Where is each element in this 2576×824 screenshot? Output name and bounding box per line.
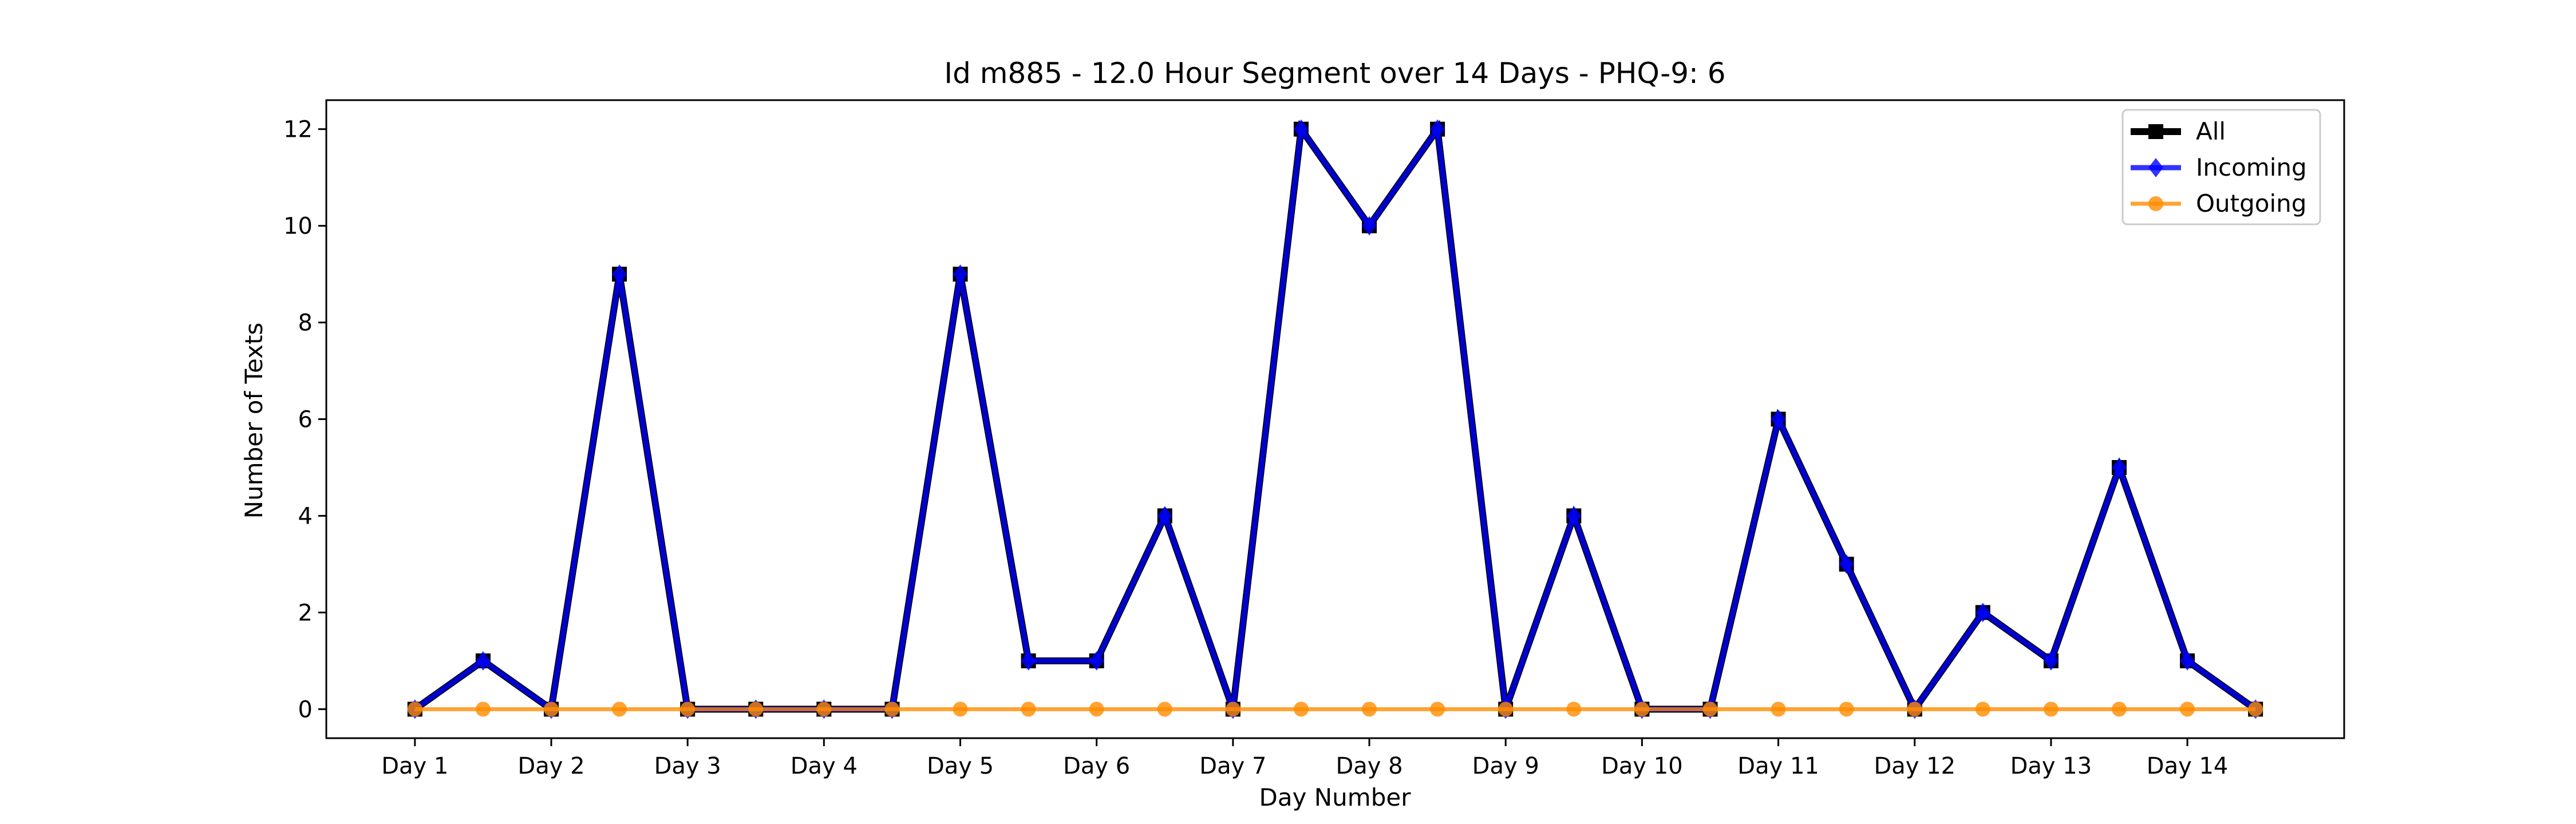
data-point [1089, 651, 1104, 671]
series-line [413, 120, 2258, 716]
data-point [475, 702, 491, 717]
legend-item: All [2131, 117, 2226, 145]
data-point [748, 702, 764, 717]
data-point [612, 264, 627, 284]
data-point [2180, 651, 2195, 671]
data-point [816, 702, 832, 717]
data-point [2112, 702, 2127, 717]
data-point [1362, 216, 1377, 236]
data-point [1566, 702, 1582, 717]
x-tick-label: Day 9 [1472, 753, 1539, 779]
legend-item: Outgoing [2131, 189, 2306, 217]
data-point [884, 702, 900, 717]
legend-box [2121, 109, 2321, 225]
data-point [2043, 651, 2059, 671]
y-tick-label: 8 [298, 310, 313, 336]
data-point [1839, 702, 1854, 717]
x-tick-label: Day 1 [381, 753, 448, 779]
data-point [1771, 409, 1786, 429]
data-point [680, 702, 696, 717]
data-point [1907, 702, 1922, 717]
y-tick-label: 0 [298, 696, 313, 723]
legend-label: All [2196, 117, 2226, 145]
data-point [1430, 119, 1445, 139]
x-axis-label: Day Number [1259, 783, 1411, 811]
data-point [1498, 702, 1514, 717]
data-point [2248, 702, 2263, 717]
x-tick-label: Day 11 [1737, 753, 1819, 779]
data-point [1634, 702, 1650, 717]
data-point [1975, 702, 1990, 717]
data-point [475, 651, 491, 671]
x-tick-label: Day 7 [1199, 753, 1266, 779]
data-point [1362, 702, 1377, 717]
data-point [2180, 702, 2195, 717]
legend: All Incoming Outgoing [2121, 109, 2321, 225]
y-axis-label: Number of Texts [240, 323, 268, 519]
data-point [1293, 119, 1309, 139]
x-tick-label: Day 14 [2147, 753, 2229, 779]
data-point [543, 702, 559, 717]
series-lines [407, 119, 2263, 719]
data-point [1566, 506, 1582, 526]
y-tick-label: 12 [283, 117, 313, 143]
data-point [1975, 603, 1990, 623]
data-point [612, 702, 627, 717]
x-tick-label: Day 3 [654, 753, 721, 779]
data-point [1702, 702, 1718, 717]
x-tick-label: Day 8 [1336, 753, 1402, 779]
data-point [1430, 702, 1445, 717]
data-point [1225, 702, 1240, 717]
data-point [1293, 702, 1309, 717]
legend-item: Incoming [2131, 153, 2307, 181]
data-point [1157, 506, 1172, 526]
data-point [1089, 702, 1104, 717]
x-tick-label: Day 5 [927, 753, 994, 779]
y-tick-label: 10 [283, 213, 313, 240]
data-point [1771, 702, 1786, 717]
series-outgoing [407, 702, 2263, 717]
legend-label: Incoming [2196, 153, 2307, 181]
x-tick-label: Day 13 [2010, 753, 2092, 779]
series-incoming [407, 119, 2263, 719]
y-tick-label: 6 [298, 407, 313, 433]
x-tick-label: Day 4 [791, 753, 858, 779]
data-point [1021, 702, 1036, 717]
data-point [1021, 651, 1036, 671]
x-tick-label: Day 2 [517, 753, 584, 779]
series-all [407, 120, 2263, 717]
y-tick-label: 4 [298, 503, 313, 529]
data-point [2112, 458, 2127, 477]
x-tick-label: Day 10 [1601, 753, 1683, 779]
legend-label: Outgoing [2196, 189, 2306, 217]
chart-title: Id m885 - 12.0 Hour Segment over 14 Days… [944, 57, 1725, 90]
plot-area-frame [325, 99, 2345, 739]
y-tick-label: 2 [298, 600, 313, 626]
data-point [1839, 554, 1854, 574]
data-point [953, 702, 968, 717]
x-tick-label: Day 12 [1874, 753, 1955, 779]
data-point [953, 264, 968, 284]
axis-ticks: Day 1 Day 2 Day 3 Day 4 Day 5 Day 6 Day 7 Day 8… [283, 117, 2228, 779]
data-point [2043, 702, 2059, 717]
data-point [1157, 702, 1172, 717]
x-tick-label: Day 6 [1063, 753, 1130, 779]
data-point [407, 702, 422, 717]
